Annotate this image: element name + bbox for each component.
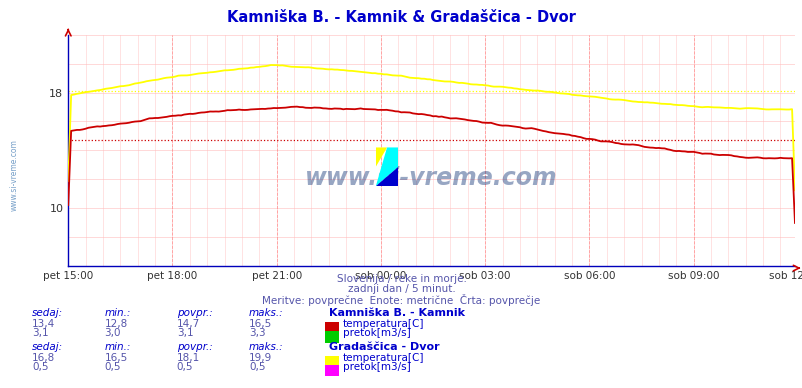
Text: www.si-vreme.com: www.si-vreme.com bbox=[10, 139, 18, 211]
Text: sedaj:: sedaj: bbox=[32, 308, 63, 319]
Text: 0,5: 0,5 bbox=[176, 362, 193, 372]
Text: 3,0: 3,0 bbox=[104, 328, 121, 338]
Text: min.:: min.: bbox=[104, 342, 131, 352]
Text: 3,1: 3,1 bbox=[176, 328, 193, 338]
Text: www.si-vreme.com: www.si-vreme.com bbox=[305, 166, 557, 190]
Text: 19,9: 19,9 bbox=[249, 353, 272, 363]
Text: Kamniška B. - Kamnik & Gradaščica - Dvor: Kamniška B. - Kamnik & Gradaščica - Dvor bbox=[227, 10, 575, 25]
Text: 18,1: 18,1 bbox=[176, 353, 200, 363]
Polygon shape bbox=[375, 147, 398, 186]
Text: 3,3: 3,3 bbox=[249, 328, 265, 338]
Text: pretok[m3/s]: pretok[m3/s] bbox=[342, 328, 410, 338]
Text: povpr.:: povpr.: bbox=[176, 342, 213, 352]
Text: 16,5: 16,5 bbox=[104, 353, 128, 363]
Text: povpr.:: povpr.: bbox=[176, 308, 213, 319]
Text: 16,8: 16,8 bbox=[32, 353, 55, 363]
Text: min.:: min.: bbox=[104, 308, 131, 319]
Text: 0,5: 0,5 bbox=[249, 362, 265, 372]
Text: temperatura[C]: temperatura[C] bbox=[342, 319, 423, 329]
Text: 3,1: 3,1 bbox=[32, 328, 49, 338]
Text: temperatura[C]: temperatura[C] bbox=[342, 353, 423, 363]
Text: sedaj:: sedaj: bbox=[32, 342, 63, 352]
Text: Slovenija / reke in morje.: Slovenija / reke in morje. bbox=[336, 274, 466, 284]
Text: 16,5: 16,5 bbox=[249, 319, 272, 329]
Text: Kamniška B. - Kamnik: Kamniška B. - Kamnik bbox=[329, 308, 464, 319]
Text: Meritve: povprečne  Enote: metrične  Črta: povprečje: Meritve: povprečne Enote: metrične Črta:… bbox=[262, 294, 540, 307]
Text: 0,5: 0,5 bbox=[104, 362, 121, 372]
Text: maks.:: maks.: bbox=[249, 342, 283, 352]
Polygon shape bbox=[375, 167, 398, 186]
Text: 13,4: 13,4 bbox=[32, 319, 55, 329]
Text: 14,7: 14,7 bbox=[176, 319, 200, 329]
Text: maks.:: maks.: bbox=[249, 308, 283, 319]
Text: 12,8: 12,8 bbox=[104, 319, 128, 329]
Text: pretok[m3/s]: pretok[m3/s] bbox=[342, 362, 410, 372]
Text: zadnji dan / 5 minut.: zadnji dan / 5 minut. bbox=[347, 284, 455, 294]
Text: Gradaščica - Dvor: Gradaščica - Dvor bbox=[329, 342, 439, 352]
Polygon shape bbox=[375, 147, 387, 186]
Text: 0,5: 0,5 bbox=[32, 362, 49, 372]
